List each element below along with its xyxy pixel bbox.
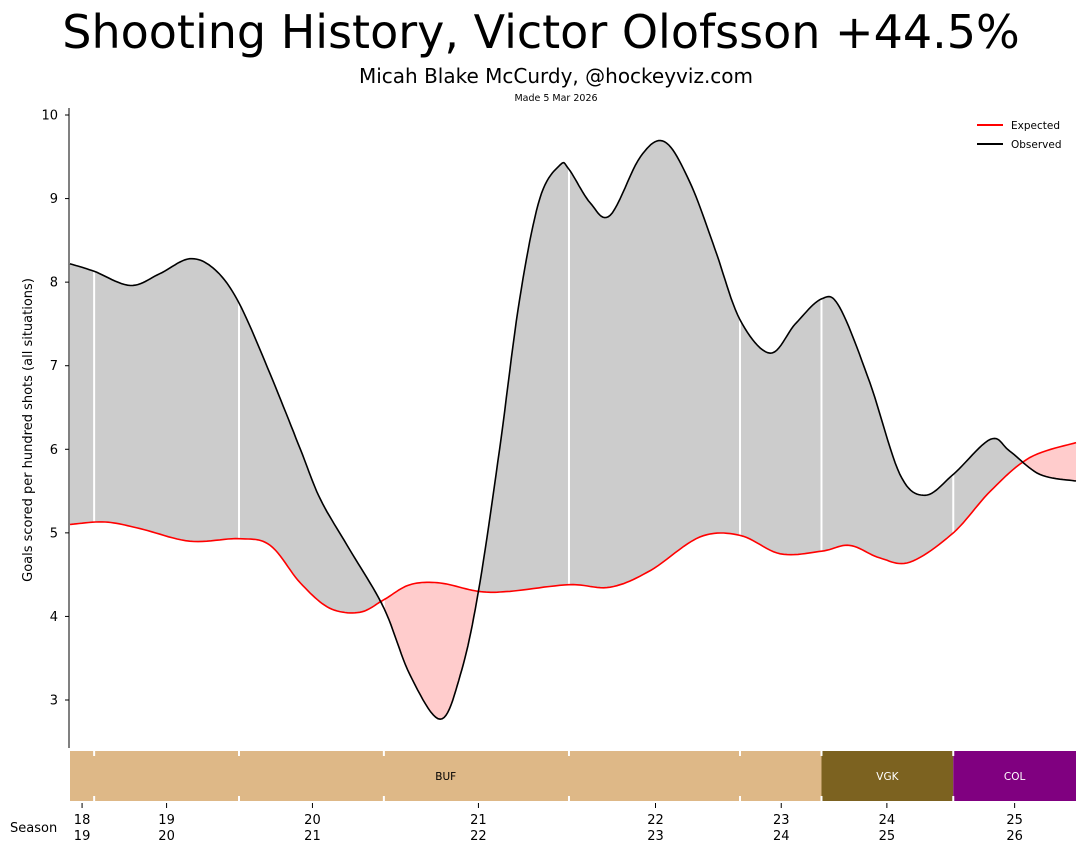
y-tick-label: 6 <box>50 443 58 458</box>
season-label-top: 19 <box>158 813 175 828</box>
season-label-top: 23 <box>773 813 790 828</box>
season-label-top: 18 <box>74 813 91 828</box>
season-label-bottom: 20 <box>158 829 175 844</box>
season-label-bottom: 26 <box>1006 829 1023 844</box>
expected-line <box>69 441 1077 614</box>
season-label-top: 22 <box>647 813 664 828</box>
observed-line <box>69 139 1077 721</box>
season-label-bottom: 24 <box>773 829 790 844</box>
season-label-bottom: 23 <box>647 829 664 844</box>
season-label-top: 21 <box>470 813 487 828</box>
legend: Expected Observed <box>977 120 1062 151</box>
y-tick-label: 5 <box>50 526 58 541</box>
season-label-bottom: 22 <box>470 829 487 844</box>
team-label: COL <box>1004 771 1026 783</box>
season-label-top: 25 <box>1006 813 1023 828</box>
legend-observed-label: Observed <box>1011 139 1062 151</box>
y-axis-label: Goals scored per hundred shots (all situ… <box>21 278 36 582</box>
y-tick-label: 3 <box>50 694 58 709</box>
season-label-bottom: 21 <box>304 829 321 844</box>
team-bar-col <box>953 751 1076 801</box>
y-tick-label: 4 <box>50 610 58 625</box>
chart-title: Shooting History, Victor Olofsson +44.5% <box>62 5 1019 59</box>
x-axis-label: Season <box>10 821 57 836</box>
chart-subtitle: Micah Blake McCurdy, @hockeyviz.com <box>359 64 753 88</box>
team-label: VGK <box>876 771 899 783</box>
team-bar-buf <box>70 751 822 801</box>
made-note: Made 5 Mar 2026 <box>514 93 597 104</box>
season-label-bottom: 25 <box>879 829 896 844</box>
team-label: BUF <box>435 771 456 783</box>
y-tick-label: 10 <box>41 109 58 124</box>
season-label-top: 20 <box>304 813 321 828</box>
y-tick-label: 9 <box>50 192 58 207</box>
y-tick-label: 7 <box>50 359 58 374</box>
season-label-top: 24 <box>879 813 896 828</box>
team-bar-vgk <box>821 751 954 801</box>
legend-expected-label: Expected <box>1011 120 1060 132</box>
season-label-bottom: 19 <box>74 829 91 844</box>
y-tick-label: 8 <box>50 276 58 291</box>
